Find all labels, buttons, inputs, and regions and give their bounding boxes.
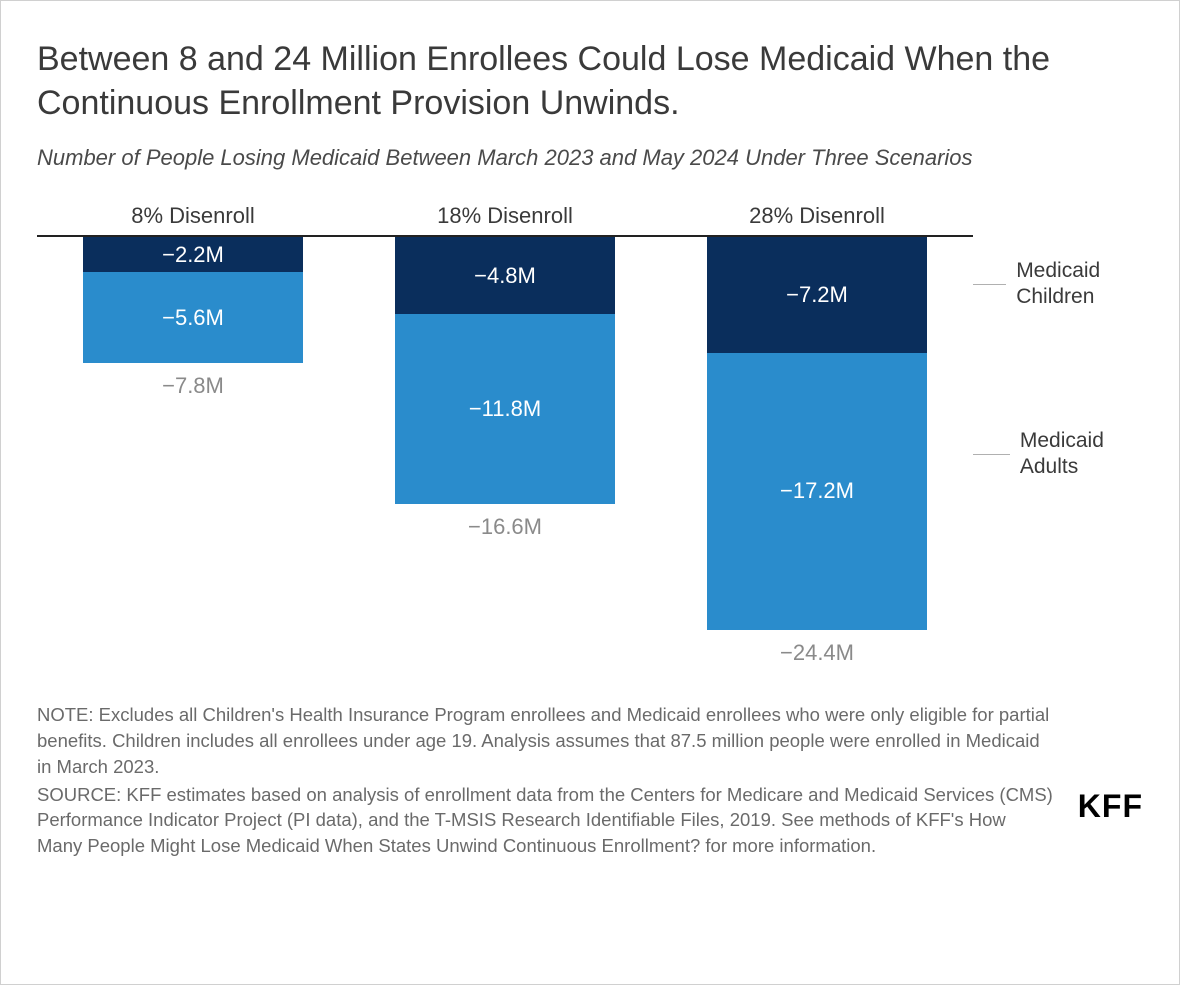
bar-value-label: −11.8M [469,396,541,422]
bar-segment-adults: −17.2M [707,353,927,630]
bar-column: −2.2M −5.6M −7.8M [37,237,349,399]
bar-total-label: −7.8M [162,373,224,399]
legend-entry-adults: Medicaid Adults [973,428,1143,481]
category-label: 18% Disenroll [349,203,661,229]
bar-stack: −2.2M −5.6M [83,237,303,363]
category-label: 8% Disenroll [37,203,349,229]
bars-row: −2.2M −5.6M −7.8M −4.8M −11.8 [37,237,973,666]
bar-segment-children: −7.2M [707,237,927,353]
bar-segment-adults: −5.6M [83,272,303,362]
bar-value-label: −2.2M [162,242,224,268]
bar-value-label: −17.2M [780,478,854,504]
chart-area: 8% Disenroll 18% Disenroll 28% Disenroll… [37,203,973,666]
bar-total-label: −16.6M [468,514,542,540]
legend-leader-line [973,284,1006,285]
legend-column: Medicaid Children Medicaid Adults [973,203,1143,237]
category-labels-row: 8% Disenroll 18% Disenroll 28% Disenroll [37,203,973,229]
bar-segment-adults: −11.8M [395,314,615,504]
legend-entry-children: Medicaid Children [973,258,1143,311]
legend-label: Medicaid Children [1016,258,1143,311]
chart-outer: 8% Disenroll 18% Disenroll 28% Disenroll… [37,203,1143,666]
legend-label: Medicaid Adults [1020,428,1143,481]
bar-value-label: −4.8M [474,263,536,289]
chart-title: Between 8 and 24 Million Enrollees Could… [37,37,1143,125]
bar-column: −4.8M −11.8M −16.6M [349,237,661,540]
bar-total-label: −24.4M [780,640,854,666]
chart-subtitle: Number of People Losing Medicaid Between… [37,143,1143,173]
bar-stack: −4.8M −11.8M [395,237,615,504]
bar-stack: −7.2M −17.2M [707,237,927,630]
bar-value-label: −5.6M [162,305,224,331]
footer-region: NOTE: Excludes all Children's Health Ins… [37,702,1143,859]
bar-segment-children: −4.8M [395,237,615,314]
note-text: NOTE: Excludes all Children's Health Ins… [37,702,1053,780]
bar-column: −7.2M −17.2M −24.4M [661,237,973,666]
chart-frame: Between 8 and 24 Million Enrollees Could… [0,0,1180,985]
kff-logo: KFF [1078,784,1143,829]
bar-segment-children: −2.2M [83,237,303,272]
bar-value-label: −7.2M [786,282,848,308]
legend-leader-line [973,454,1010,455]
source-text: SOURCE: KFF estimates based on analysis … [37,782,1053,860]
category-label: 28% Disenroll [661,203,973,229]
